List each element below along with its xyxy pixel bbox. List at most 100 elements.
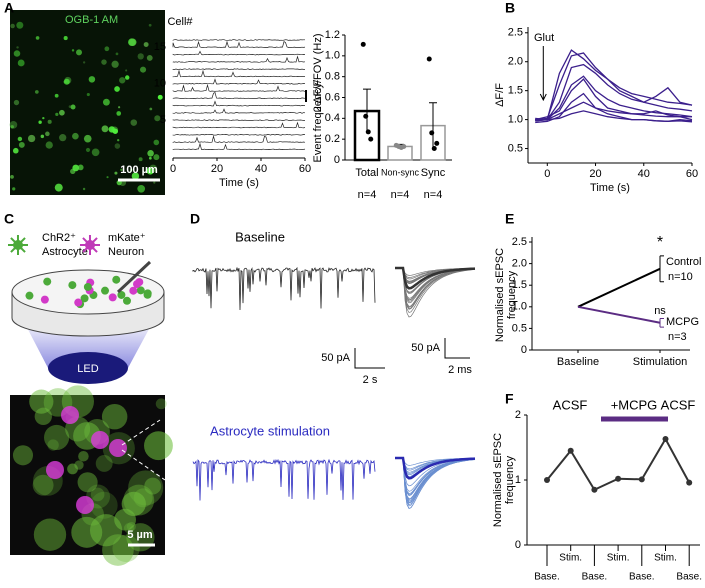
cell-blob bbox=[119, 77, 126, 84]
error-bar bbox=[659, 317, 664, 328]
cell-blob bbox=[118, 106, 121, 109]
dish-cell bbox=[108, 293, 117, 302]
n-label: n=4 bbox=[391, 189, 410, 201]
y-tick-label: 0.6 bbox=[325, 91, 340, 103]
y-tick-label: 2 bbox=[515, 409, 521, 421]
y-tick-label: 0.2 bbox=[325, 133, 340, 145]
y-tick-label: 5 bbox=[160, 114, 166, 126]
axis-label: ΔF/F bbox=[494, 83, 506, 107]
cell-blob bbox=[35, 36, 40, 40]
cell-blob bbox=[148, 156, 152, 160]
dish-cell bbox=[122, 296, 131, 305]
x-tick-label: Stimulation bbox=[633, 356, 687, 368]
x-tick-label: 0 bbox=[170, 163, 176, 175]
cell-trace bbox=[172, 108, 306, 114]
astro-blob bbox=[74, 460, 84, 470]
x-tick-label: 0 bbox=[544, 168, 550, 180]
cell-blob bbox=[101, 59, 107, 65]
dish-cell bbox=[43, 277, 52, 286]
cell-blob bbox=[131, 172, 140, 180]
cell-blob bbox=[106, 176, 109, 179]
cell-blob bbox=[115, 52, 119, 56]
y-tick-label: 1 bbox=[515, 474, 521, 486]
cell-blob bbox=[125, 69, 128, 72]
x-tick-label: Base. bbox=[676, 572, 702, 583]
axis-label: frequency bbox=[504, 455, 516, 504]
neuron-blob bbox=[91, 431, 109, 449]
data-point bbox=[368, 136, 374, 142]
cell-blob bbox=[63, 78, 70, 85]
cell-trace bbox=[172, 121, 306, 129]
y-tick-label: 15 bbox=[154, 41, 166, 53]
n-label: n=10 bbox=[668, 271, 693, 283]
annotation-arrow bbox=[539, 46, 547, 102]
line bbox=[577, 305, 661, 324]
line bbox=[577, 267, 661, 308]
astro-blob bbox=[144, 431, 173, 461]
cell-blob bbox=[47, 119, 52, 124]
cell-blob bbox=[63, 36, 68, 41]
data-point bbox=[615, 475, 622, 482]
cell-blob bbox=[42, 116, 45, 120]
cell-blob bbox=[125, 75, 130, 80]
cell-trace bbox=[172, 39, 305, 41]
y-tick-label: 2.5 bbox=[512, 236, 527, 248]
microscopy-image bbox=[10, 10, 165, 195]
y-tick-label: 1.0 bbox=[325, 50, 340, 62]
cell-blob bbox=[72, 164, 80, 172]
cell-blob bbox=[114, 171, 118, 175]
cell-blob bbox=[17, 59, 25, 67]
pipette-outline bbox=[121, 449, 166, 481]
line bbox=[546, 437, 691, 492]
cell-trace bbox=[172, 50, 306, 56]
cell-blob bbox=[130, 119, 138, 126]
cell-blob bbox=[85, 147, 91, 153]
cell-trace bbox=[172, 83, 306, 92]
dish-cell bbox=[25, 291, 34, 300]
cell-blob bbox=[83, 134, 92, 143]
axis-label: Time (s) bbox=[590, 182, 630, 194]
data-point bbox=[365, 129, 371, 135]
line bbox=[535, 63, 693, 122]
data-point bbox=[638, 476, 645, 483]
astro-blob bbox=[29, 389, 54, 414]
data-point bbox=[363, 113, 369, 119]
cell-blob bbox=[10, 175, 14, 179]
panel-label: B bbox=[505, 0, 515, 16]
cell-blob bbox=[146, 54, 153, 61]
data-point bbox=[686, 479, 693, 486]
cell-blob bbox=[153, 139, 160, 146]
cell-blob bbox=[137, 184, 146, 193]
cell-blob bbox=[40, 134, 45, 139]
cell-blob bbox=[63, 80, 67, 84]
cell-blob bbox=[153, 154, 160, 161]
scale-label: 2 ΔF/F bbox=[312, 80, 324, 113]
cell-blob bbox=[77, 164, 84, 171]
cell-blob bbox=[148, 23, 152, 27]
line bbox=[535, 75, 693, 121]
event-trace bbox=[395, 457, 476, 503]
scale-label: 2 s bbox=[363, 374, 378, 386]
scale-label: 2 ms bbox=[448, 364, 472, 376]
data-point bbox=[429, 130, 435, 136]
astro-blob bbox=[77, 472, 98, 493]
axis-label: Cell# bbox=[167, 16, 193, 28]
error-bar bbox=[659, 255, 664, 283]
x-tick-label: 20 bbox=[589, 168, 601, 180]
neuron-blob bbox=[76, 496, 94, 514]
cell-blob bbox=[139, 66, 147, 73]
cell-blob bbox=[147, 149, 154, 157]
cell-blob bbox=[70, 104, 76, 110]
scale-label: 100 µm bbox=[120, 164, 158, 176]
cell-blob bbox=[10, 125, 14, 129]
data-point bbox=[401, 143, 407, 149]
cell-blob bbox=[59, 134, 67, 142]
cell-blob bbox=[82, 61, 86, 64]
cell-blob bbox=[157, 94, 163, 100]
dish-cell bbox=[117, 290, 126, 299]
x-tick-label: Baseline bbox=[557, 356, 599, 368]
line bbox=[535, 101, 692, 121]
astro-blob bbox=[34, 407, 52, 426]
n-label: n=4 bbox=[424, 189, 443, 201]
cell-blob bbox=[128, 38, 137, 47]
